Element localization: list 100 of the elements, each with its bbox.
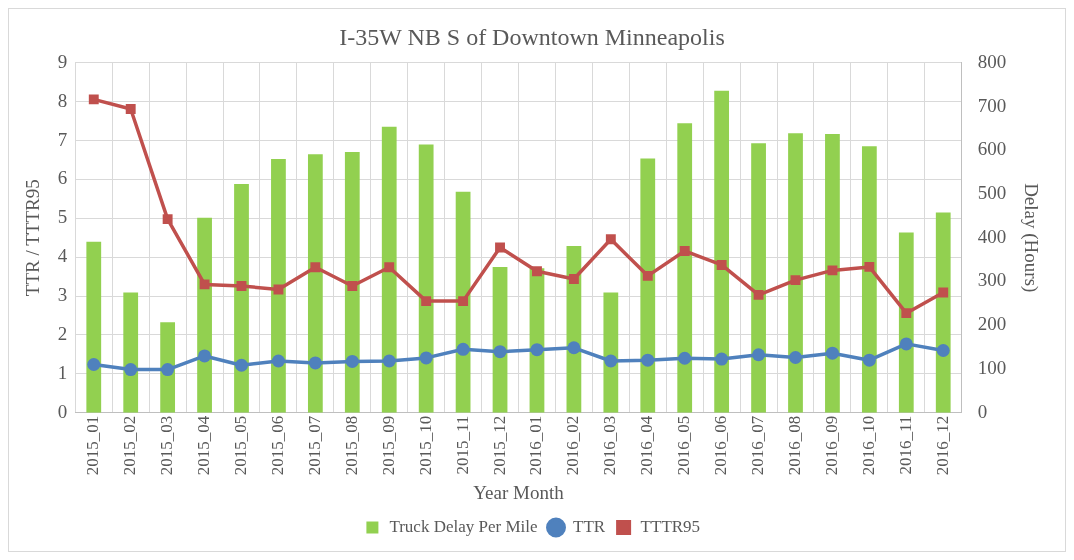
y-tick-label: 0 [57,400,68,422]
bar [381,126,397,413]
point [789,350,802,364]
point [199,279,210,290]
point [236,281,247,291]
bar [455,191,471,413]
x-tick-label: 2015_10 [415,415,435,476]
y2-tick-label: 100 [977,356,1007,378]
bar [492,267,508,413]
point [753,289,764,300]
y-axis-title: TTR / TTTR95 [22,179,44,297]
x-tick-label: 2015_06 [267,415,287,476]
point [124,363,138,377]
x-tick-label: 2015_07 [304,415,324,476]
point [532,266,542,277]
point [308,356,322,370]
point [198,349,212,363]
point [495,242,505,253]
bar [271,159,286,413]
point [161,363,175,377]
bar [418,144,434,413]
x-tick-label: 2015_12 [489,415,509,476]
point [936,344,950,357]
point [87,357,101,371]
legend-label: Truck Delay Per Mile [389,516,538,536]
point [604,354,618,368]
bar [935,212,951,413]
point [679,246,690,256]
point [864,261,875,272]
point [899,337,913,351]
point [271,354,285,368]
legend-label: TTR [573,516,606,536]
x-tick-label: 2016_04 [637,415,657,476]
x-tick-label: 2016_10 [858,415,878,476]
point [642,270,653,281]
x-tick-label: 2016_01 [526,415,546,476]
legend-label: TTTR95 [640,516,701,536]
y2-axis-title: Delay (Hours) [1019,183,1042,293]
point [827,265,838,276]
y-tick-label: 7 [57,128,68,150]
point [938,287,949,298]
x-tick-label: 2015_02 [120,415,140,476]
x-tick-label: 2015_03 [157,415,177,476]
y-tick-label: 1 [57,361,68,383]
point [901,308,912,319]
y-tick-label: 3 [57,284,68,306]
x-tick-label: 2016_07 [748,415,768,476]
point [88,94,99,105]
point [421,296,432,307]
point [458,296,469,307]
x-tick-label: 2015_01 [83,415,103,476]
y2-tick-label: 300 [977,269,1007,291]
y2-tick-label: 200 [977,313,1007,335]
point [456,342,470,356]
x-tick-label: 2015_05 [230,415,250,476]
point [716,260,727,270]
bar [86,241,102,413]
point [641,353,655,367]
y2-tick-label: 0 [977,400,988,422]
bar [677,123,693,413]
x-tick-label: 2015_08 [341,415,361,476]
point [235,358,248,372]
bar [307,154,323,413]
point [345,354,359,368]
y-tick-label: 5 [57,206,68,228]
point [384,262,395,273]
point [567,341,581,355]
bar [788,133,803,413]
bar [234,183,249,413]
point [605,234,616,245]
point [678,351,692,365]
x-tick-label: 2015_11 [452,415,472,475]
y2-tick-label: 600 [977,138,1007,160]
y-tick-label: 6 [57,167,68,189]
point [825,346,839,360]
y-tick-label: 2 [57,322,68,344]
point [419,351,433,365]
bar [344,152,360,413]
point [382,354,396,368]
y2-tick-label: 800 [977,50,1007,72]
point [125,104,136,115]
y-tick-label: 4 [57,245,68,267]
x-tick-label: 2016_08 [784,415,804,476]
point [568,274,579,284]
point [862,353,876,367]
x-tick-label: 2016_03 [600,415,620,476]
chart-title: I-35W NB S of Downtown Minneapolis [339,23,725,50]
x-tick-label: 2016_06 [711,415,731,476]
y2-tick-label: 400 [977,225,1007,247]
point [310,262,321,273]
point [752,348,766,362]
point [162,214,173,225]
y2-tick-label: 700 [977,94,1007,116]
bar [197,217,212,413]
bar [123,292,139,413]
x-tick-label: 2016_09 [821,415,841,476]
bar [751,143,766,413]
point [715,352,729,366]
point [493,345,507,359]
x-tick-label: 2016_11 [895,415,915,475]
